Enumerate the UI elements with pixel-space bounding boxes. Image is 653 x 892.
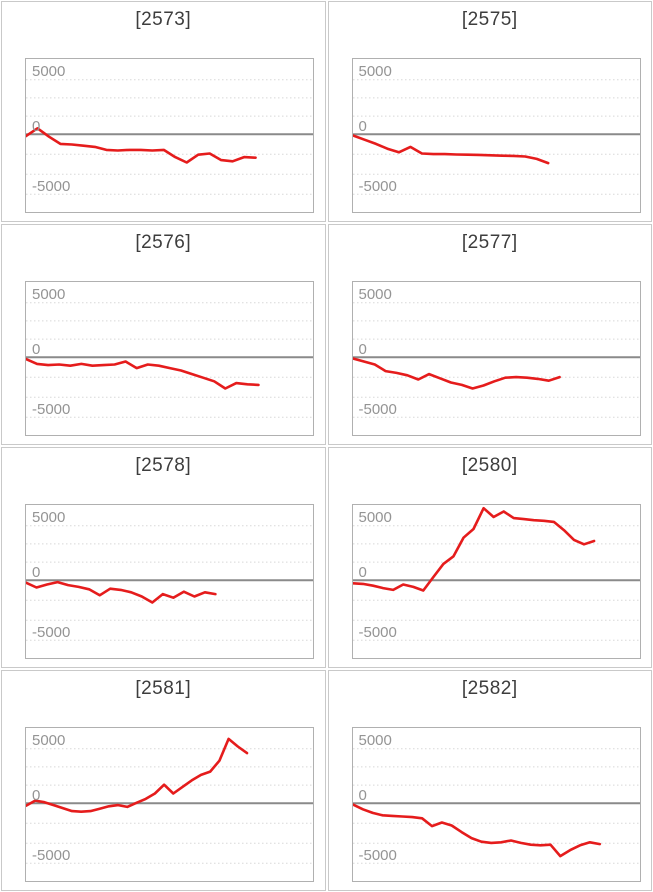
chart-plot-area: 5000 0 -5000 bbox=[351, 58, 641, 213]
y-axis-label: -5000 bbox=[358, 400, 397, 418]
y-axis-label: -5000 bbox=[32, 177, 71, 195]
y-axis-label: -5000 bbox=[358, 623, 397, 641]
y-axis-label: 0 bbox=[358, 117, 367, 135]
data-line bbox=[352, 506, 595, 592]
data-line bbox=[352, 357, 561, 390]
chart-plot-area: 5000 0 -5000 bbox=[25, 281, 314, 436]
chart-title: [2573] bbox=[135, 9, 192, 30]
line-chart-svg bbox=[352, 302, 640, 418]
chart-plot-area: 5000 0 -5000 bbox=[351, 727, 641, 882]
data-line bbox=[26, 580, 217, 604]
y-axis-label: 0 bbox=[358, 340, 367, 358]
chart-plot-area: 5000 0 -5000 bbox=[25, 727, 314, 882]
y-axis-label: 0 bbox=[358, 786, 367, 804]
y-axis-label: 5000 bbox=[32, 286, 66, 304]
line-chart-svg bbox=[26, 737, 313, 864]
chart-cell: [2578] 5000 0 -5000 bbox=[1, 447, 326, 668]
y-axis-label: 0 bbox=[32, 563, 41, 581]
data-line bbox=[352, 134, 549, 165]
y-axis-label: 0 bbox=[32, 786, 41, 804]
y-axis-label: 5000 bbox=[358, 286, 392, 304]
chart-plot-area: 5000 0 -5000 bbox=[351, 281, 641, 436]
y-axis-label: 5000 bbox=[32, 732, 66, 750]
y-axis-label: 5000 bbox=[32, 509, 66, 527]
line-chart-svg bbox=[352, 748, 640, 864]
line-chart-svg bbox=[26, 302, 313, 418]
y-axis-label: 5000 bbox=[358, 732, 392, 750]
chart-title: [2578] bbox=[135, 455, 192, 476]
data-line bbox=[352, 803, 601, 858]
y-axis-label: -5000 bbox=[32, 846, 71, 864]
data-line bbox=[26, 737, 249, 813]
data-line bbox=[26, 357, 260, 390]
chart-cell: [2580] 5000 0 -5000 bbox=[327, 447, 652, 668]
chart-title: [2580] bbox=[461, 455, 518, 476]
chart-cell: [2576] 5000 0 -5000 bbox=[1, 224, 326, 445]
chart-cell: [2577] 5000 0 -5000 bbox=[327, 224, 652, 445]
chart-cell: [2573] 5000 0 -5000 bbox=[1, 1, 326, 222]
chart-title: [2575] bbox=[461, 9, 518, 30]
y-axis-label: 0 bbox=[32, 117, 41, 135]
y-axis-label: 0 bbox=[358, 563, 367, 581]
y-axis-label: 0 bbox=[32, 340, 41, 358]
y-axis-label: 5000 bbox=[32, 63, 66, 81]
chart-cell: [2575] 5000 0 -5000 bbox=[327, 1, 652, 222]
chart-title: [2581] bbox=[135, 678, 192, 699]
line-chart-svg bbox=[352, 79, 640, 195]
chart-title: [2576] bbox=[135, 232, 192, 253]
data-line bbox=[26, 127, 257, 164]
chart-title: [2577] bbox=[461, 232, 518, 253]
chart-plot-area: 5000 0 -5000 bbox=[25, 58, 314, 213]
line-chart-svg bbox=[26, 79, 313, 195]
y-axis-label: -5000 bbox=[358, 846, 397, 864]
y-axis-label: -5000 bbox=[32, 400, 71, 418]
chart-cell: [2581] 5000 0 -5000 bbox=[1, 670, 326, 891]
y-axis-label: -5000 bbox=[32, 623, 71, 641]
chart-plot-area: 5000 0 -5000 bbox=[351, 504, 641, 659]
chart-plot-area: 5000 0 -5000 bbox=[25, 504, 314, 659]
line-chart-svg bbox=[26, 525, 313, 641]
line-chart-svg bbox=[352, 506, 640, 641]
y-axis-label: 5000 bbox=[358, 63, 392, 81]
chart-cell: [2582] 5000 0 -5000 bbox=[327, 670, 652, 891]
y-axis-label: 5000 bbox=[358, 509, 392, 527]
y-axis-label: -5000 bbox=[358, 177, 397, 195]
chart-title: [2582] bbox=[461, 678, 518, 699]
